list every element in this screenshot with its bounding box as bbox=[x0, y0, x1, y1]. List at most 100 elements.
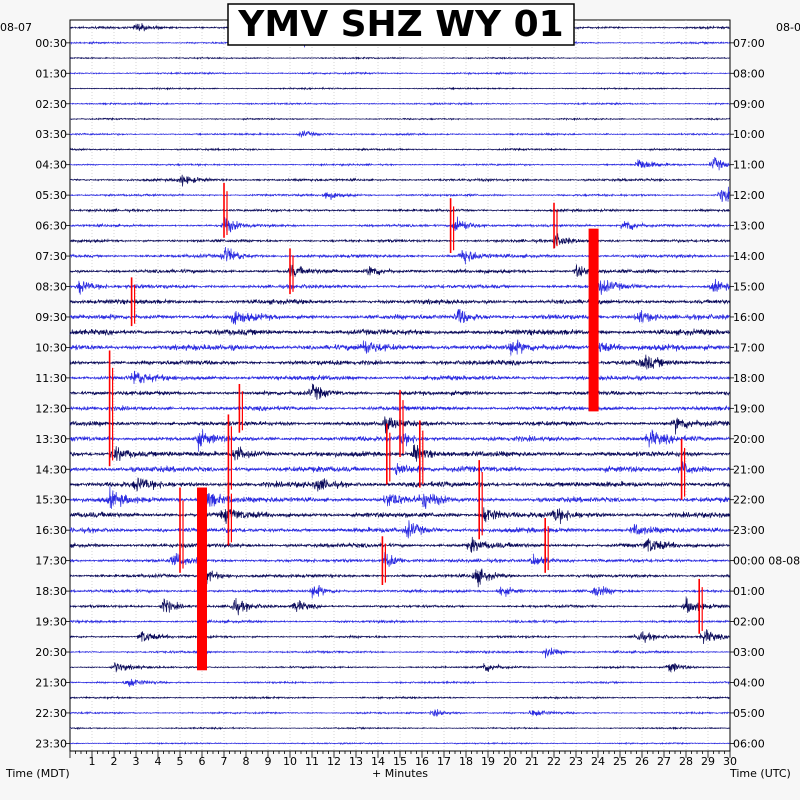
left-date-label: 08-07 bbox=[0, 21, 32, 34]
x-tick-label: 6 bbox=[199, 755, 206, 768]
left-time-label: 10:30 bbox=[35, 341, 67, 354]
right-axis-title: Time (UTC) bbox=[729, 767, 791, 780]
right-time-label: 21:00 bbox=[733, 463, 765, 476]
trace-line bbox=[69, 298, 731, 305]
trace-line bbox=[69, 370, 730, 385]
trace-line bbox=[69, 101, 730, 106]
x-tick-label: 10 bbox=[283, 755, 297, 768]
right-time-label: 16:00 bbox=[733, 311, 765, 324]
trace-line bbox=[69, 741, 730, 746]
left-time-label: 04:30 bbox=[35, 159, 67, 172]
left-time-label: 16:30 bbox=[35, 524, 67, 537]
left-time-label: 11:30 bbox=[35, 372, 67, 385]
trace-line bbox=[69, 70, 730, 76]
x-tick-label: 5 bbox=[177, 755, 184, 768]
clipping-markers bbox=[108, 182, 703, 671]
left-time-label: 19:30 bbox=[35, 616, 67, 629]
left-time-label: 21:30 bbox=[35, 676, 67, 689]
right-time-label: 09:00 bbox=[733, 98, 765, 111]
trace-line bbox=[69, 309, 730, 325]
right-time-label: 06:00 bbox=[733, 737, 765, 750]
left-time-label: 20:30 bbox=[35, 646, 67, 659]
grid-lines bbox=[91, 20, 709, 751]
right-time-label: 22:00 bbox=[733, 494, 765, 507]
right-time-label: 01:00 bbox=[733, 585, 765, 598]
title-box bbox=[227, 3, 575, 46]
left-time-label: 18:30 bbox=[35, 585, 67, 598]
trace-line bbox=[69, 618, 730, 625]
right-time-label: 12:00 bbox=[733, 189, 765, 202]
trace-line bbox=[69, 328, 730, 336]
x-tick-label: 2 bbox=[111, 755, 118, 768]
trace-line bbox=[69, 216, 731, 233]
minute-ticks: 1 2 3 4 5 6 7 8 9 10 11 12 13 14 15 16 17 18 19 20 21 22 23 24 2… bbox=[69, 751, 737, 768]
left-time-label: 05:30 bbox=[35, 189, 67, 202]
x-tick-label: 12 bbox=[327, 755, 341, 768]
right-date-label: 08-07 bbox=[776, 21, 800, 34]
trace-line bbox=[69, 147, 730, 152]
left-time-label: 22:30 bbox=[35, 707, 67, 720]
x-tick-label: 23 bbox=[569, 755, 583, 768]
x-tick-label: 18 bbox=[459, 755, 473, 768]
x-tick-label: 22 bbox=[547, 755, 561, 768]
right-time-label: 17:00 bbox=[733, 341, 765, 354]
trace-line bbox=[69, 186, 731, 203]
trace-line bbox=[69, 661, 730, 673]
trace-line bbox=[69, 264, 730, 277]
left-time-label: 08:30 bbox=[35, 281, 67, 294]
right-time-label: 13:00 bbox=[733, 220, 765, 233]
left-time-label: 07:30 bbox=[35, 250, 67, 263]
x-tick-label: 19 bbox=[481, 755, 495, 768]
trace-line bbox=[69, 647, 730, 659]
trace-line bbox=[69, 207, 730, 214]
x-tick-label: 30 bbox=[723, 755, 737, 768]
x-tick-label: 13 bbox=[349, 755, 363, 768]
trace-line bbox=[69, 567, 731, 588]
left-time-labels: 00:30 01:30 02:30 03:30 04:30 05:30 06:30 07:30… bbox=[35, 37, 70, 750]
right-time-label: 10:00 bbox=[733, 128, 765, 141]
x-tick-label: 29 bbox=[701, 755, 715, 768]
trace-line bbox=[69, 278, 731, 295]
left-time-label: 17:30 bbox=[35, 555, 67, 568]
x-axis-title: + Minutes bbox=[372, 767, 428, 780]
x-tick-label: 3 bbox=[133, 755, 140, 768]
x-tick-label: 26 bbox=[635, 755, 649, 768]
x-tick-label: 21 bbox=[525, 755, 539, 768]
x-tick-label: 27 bbox=[657, 755, 671, 768]
x-tick-label: 7 bbox=[221, 755, 228, 768]
x-tick-label: 1 bbox=[89, 755, 96, 768]
trace-line bbox=[69, 86, 730, 91]
trace-line bbox=[69, 695, 730, 701]
right-time-label: 08:00 bbox=[733, 67, 765, 80]
trace-line bbox=[69, 477, 731, 492]
trace-line bbox=[69, 56, 730, 61]
trace-line bbox=[69, 354, 730, 370]
x-tick-label: 14 bbox=[371, 755, 385, 768]
clip-bar bbox=[588, 228, 599, 412]
left-time-label: 00:30 bbox=[35, 37, 67, 50]
trace-line bbox=[69, 461, 731, 476]
trace-line bbox=[69, 232, 730, 248]
trace-line bbox=[69, 156, 730, 171]
x-tick-label: 28 bbox=[679, 755, 693, 768]
x-tick-label: 24 bbox=[591, 755, 605, 768]
left-time-label: 12:30 bbox=[35, 402, 67, 415]
trace-line bbox=[69, 339, 730, 356]
x-tick-label: 16 bbox=[415, 755, 429, 768]
right-time-label: 20:00 bbox=[733, 433, 765, 446]
x-tick-label: 17 bbox=[437, 755, 451, 768]
x-tick-label: 11 bbox=[305, 755, 319, 768]
trace-line bbox=[69, 174, 730, 187]
trace-line bbox=[69, 678, 730, 687]
right-time-label: 04:00 bbox=[733, 676, 765, 689]
chart-title: YMV SHZ WY 01 bbox=[237, 4, 563, 45]
left-axis-title: Time (MDT) bbox=[5, 767, 70, 780]
trace-line bbox=[69, 585, 731, 599]
left-time-label: 01:30 bbox=[35, 67, 67, 80]
x-tick-label: 9 bbox=[265, 755, 272, 768]
trace-line bbox=[69, 596, 731, 616]
right-time-label: 03:00 bbox=[733, 646, 765, 659]
left-time-label: 09:30 bbox=[35, 311, 67, 324]
trace-line bbox=[69, 246, 730, 265]
